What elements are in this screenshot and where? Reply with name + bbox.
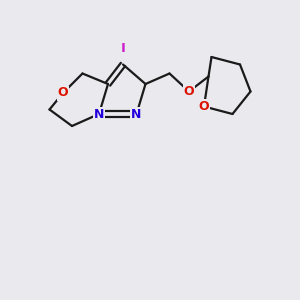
Text: O: O [58,86,68,100]
Text: N: N [131,107,142,121]
Text: N: N [94,107,104,121]
Text: O: O [184,85,194,98]
Text: O: O [199,100,209,113]
Text: I: I [121,41,125,55]
